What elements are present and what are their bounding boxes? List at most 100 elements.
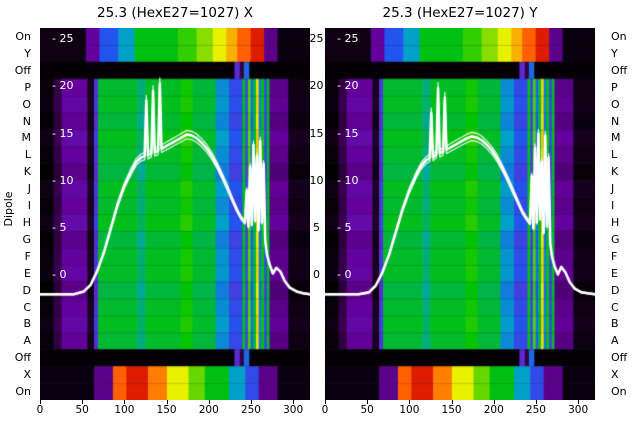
plot-title-y: 25.3 (HexE27=1027) Y <box>382 5 538 21</box>
inner-value-tick-label: - 20 <box>337 79 359 93</box>
x-tick-mark <box>166 400 168 404</box>
row-label-left: L <box>24 148 31 162</box>
x-tick-mark <box>535 400 537 404</box>
row-label-right: B <box>611 317 619 331</box>
row-label-right: J <box>611 182 615 196</box>
x-tick-label: 250 <box>240 404 261 416</box>
row-label-left: I <box>27 199 31 213</box>
inner-value-tick-label: - 15 <box>337 126 359 140</box>
x-tick-mark <box>293 400 295 404</box>
row-label-right: F <box>611 249 618 263</box>
row-label-right: Off <box>611 351 628 365</box>
inner-value-tick-label: - 15 <box>52 126 74 140</box>
row-label-left: J <box>27 182 31 196</box>
x-tick-mark <box>325 400 326 404</box>
row-label-right: On <box>611 29 627 43</box>
row-label-left: X <box>23 368 31 382</box>
x-tick-mark <box>578 400 580 404</box>
row-label-left: D <box>22 283 31 297</box>
x-tick-label: 150 <box>441 404 462 416</box>
row-label-left: A <box>23 334 31 348</box>
x-tick-mark <box>367 400 369 404</box>
row-label-left: K <box>23 165 31 179</box>
row-label-right: A <box>611 334 619 348</box>
x-tick-mark <box>250 400 252 404</box>
row-label-left: N <box>22 114 31 128</box>
row-label-left: G <box>22 232 31 246</box>
row-label-left: On <box>15 385 31 399</box>
row-label-left: O <box>22 97 31 111</box>
inner-value-tick-label: - 10 <box>337 173 359 187</box>
value-tick-label: 5 <box>313 221 320 235</box>
row-label-right: On <box>611 385 627 399</box>
row-label-right: P <box>611 80 618 94</box>
row-label-left: On <box>15 29 31 43</box>
row-label-left: P <box>24 80 31 94</box>
inner-value-tick-label: - 20 <box>52 79 74 93</box>
inner-value-tick-label: - 5 <box>52 221 67 235</box>
x-tick-mark <box>124 400 126 404</box>
value-tick-label: 25 <box>309 32 324 46</box>
row-label-right: E <box>611 266 618 280</box>
row-label-right: Y <box>611 46 618 60</box>
row-label-right: M <box>611 131 621 145</box>
row-label-right: X <box>611 368 619 382</box>
x-tick-label: 50 <box>75 404 89 416</box>
row-label-left: M <box>21 131 32 145</box>
x-tick-label: 0 <box>36 404 44 416</box>
x-tick-label: 300 <box>568 404 589 416</box>
heatmap-canvas-x <box>40 28 310 400</box>
row-label-right: H <box>611 215 620 229</box>
row-label-left: Off <box>14 351 31 365</box>
row-label-right: G <box>611 232 620 246</box>
x-tick-label: 200 <box>483 404 504 416</box>
row-label-right: O <box>611 97 620 111</box>
x-tick-mark <box>409 400 411 404</box>
x-tick-mark <box>493 400 495 404</box>
inner-value-tick-label: - 10 <box>52 173 74 187</box>
value-tick-label: 0 <box>313 268 320 282</box>
row-label-left: F <box>24 249 31 263</box>
plot-y: - 25 - 20 - 15 - 10 - 5 - 0 <box>325 28 595 400</box>
value-tick-label: 10 <box>309 173 324 187</box>
value-axis-ticks: 25 20 15 10 5 0 <box>308 28 325 400</box>
row-label-right: K <box>611 165 619 179</box>
row-label-left: H <box>22 215 31 229</box>
x-tick-label: 100 <box>399 404 420 416</box>
row-label-right: I <box>611 199 615 213</box>
right-row-labels: On Y Off P O N M L K J I H G F E D C B A Off X On <box>606 28 640 400</box>
left-row-labels: On Y Off P O N M L K J I H G F E D C B A Off X On <box>0 28 36 400</box>
inner-value-tick-label: - 0 <box>52 268 67 282</box>
value-tick-label: 20 <box>309 79 324 93</box>
heatmap-canvas-y <box>325 28 595 400</box>
x-tick-label: 250 <box>525 404 546 416</box>
row-label-right: C <box>611 300 619 314</box>
row-label-left: B <box>23 317 31 331</box>
x-tick-label: 0 <box>321 404 329 416</box>
row-label-left: E <box>24 266 31 280</box>
x-tick-mark <box>82 400 84 404</box>
x-tick-label: 200 <box>198 404 219 416</box>
row-label-left: Y <box>24 46 31 60</box>
inner-value-tick-label: - 5 <box>337 221 352 235</box>
plot-title-x: 25.3 (HexE27=1027) X <box>96 5 253 21</box>
inner-value-tick-label: - 0 <box>337 268 352 282</box>
row-label-right: L <box>611 148 618 162</box>
row-label-right: N <box>611 114 620 128</box>
row-label-right: Off <box>611 63 628 77</box>
row-label-right: D <box>611 283 620 297</box>
x-tick-label: 300 <box>283 404 304 416</box>
row-label-left: Off <box>14 63 31 77</box>
inner-value-tick-label: - 25 <box>337 32 359 46</box>
x-tick-mark <box>40 400 41 404</box>
plot-x: - 25 - 20 - 15 - 10 - 5 - 0 <box>40 28 310 400</box>
x-tick-label: 150 <box>156 404 177 416</box>
row-label-left: C <box>23 300 31 314</box>
x-tick-mark <box>208 400 210 404</box>
x-tick-mark <box>451 400 453 404</box>
inner-value-tick-label: - 25 <box>52 32 74 46</box>
x-tick-label: 50 <box>360 404 374 416</box>
x-tick-label: 100 <box>114 404 135 416</box>
value-tick-label: 15 <box>309 126 324 140</box>
